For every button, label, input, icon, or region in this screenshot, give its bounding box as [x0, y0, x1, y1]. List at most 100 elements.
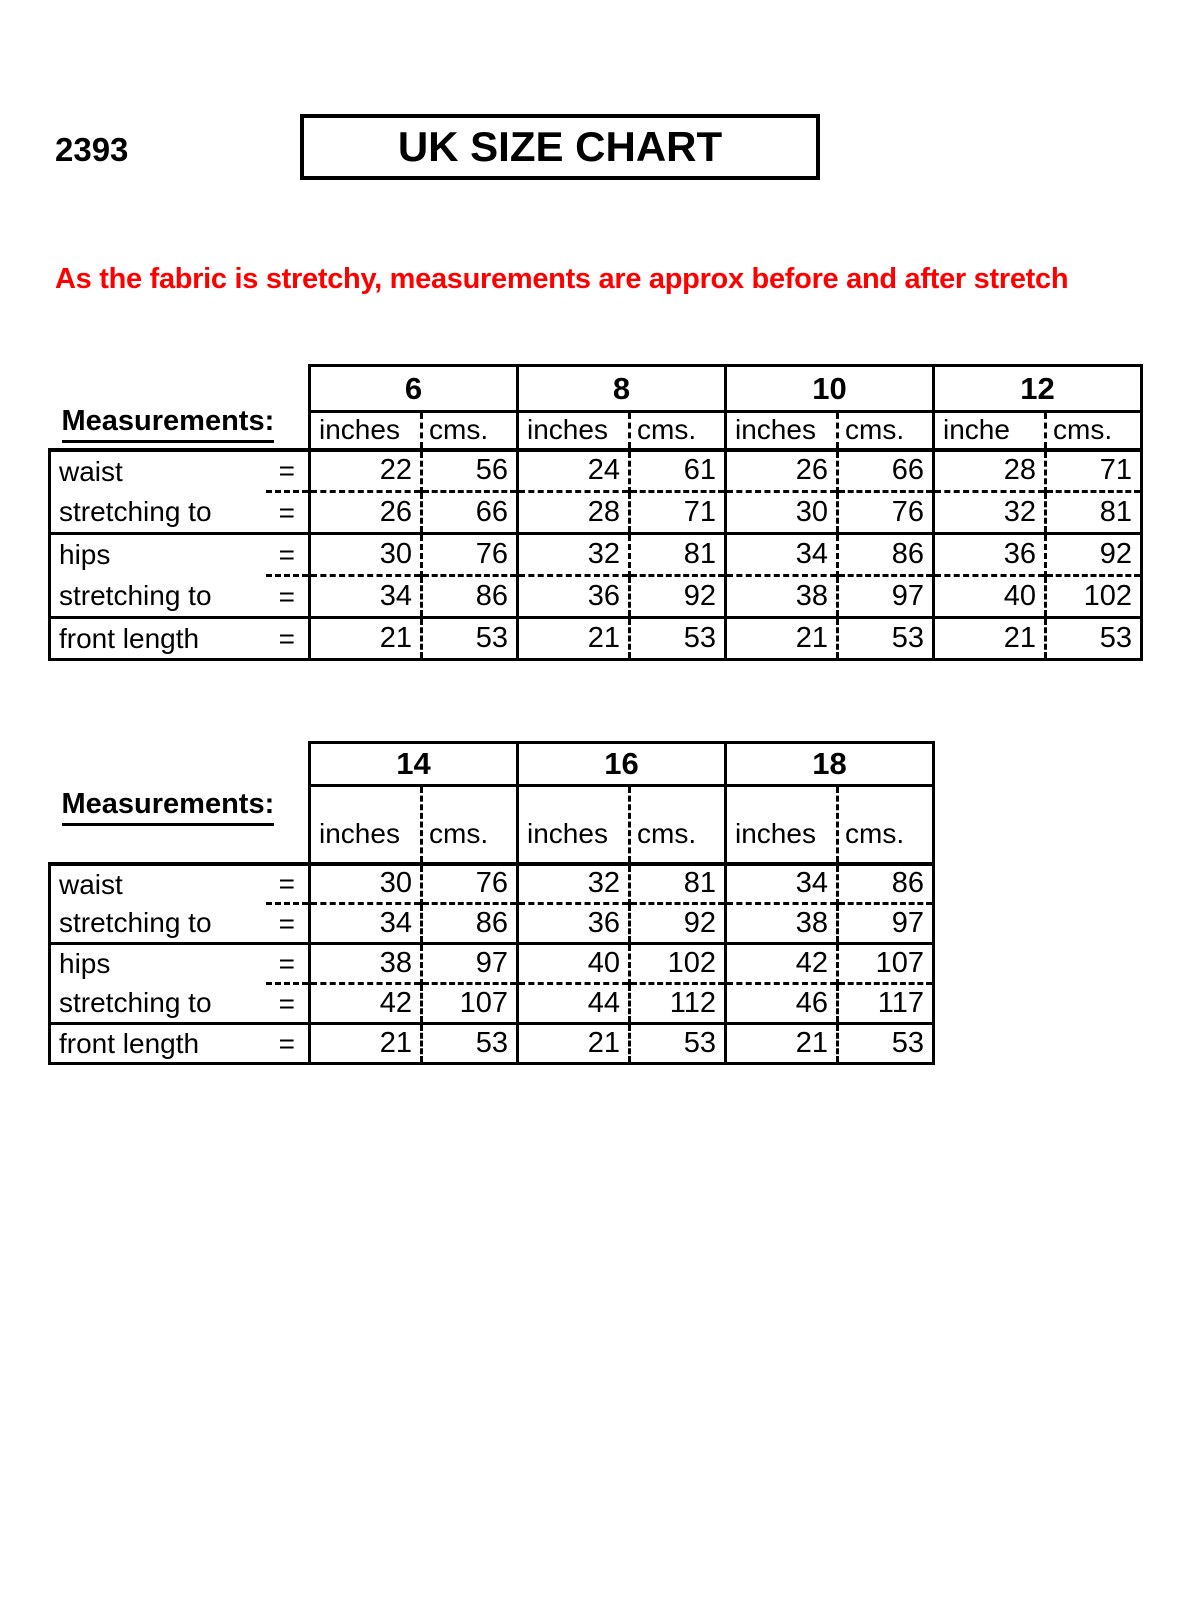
value-cms: 71 [1045, 447, 1143, 492]
value-cms: 81 [629, 861, 727, 904]
value-cms: 53 [837, 616, 935, 661]
value-cms: 107 [837, 942, 935, 984]
row-label-front-length: front length [48, 616, 266, 661]
size-header-8: 8 [516, 364, 727, 413]
equals-sign: = [265, 574, 310, 618]
value-cms: 76 [421, 861, 519, 904]
value-inches: 21 [516, 1022, 631, 1065]
uk-size-table-6-12: Measurements: 6 8 10 12 inches cms. inch… [48, 364, 1143, 661]
value-inches: 38 [308, 942, 423, 984]
value-inches: 28 [932, 447, 1047, 492]
unit-header-inches: inches [516, 784, 631, 866]
row-label-stretching-to: stretching to [48, 491, 266, 534]
value-inches: 22 [308, 447, 423, 492]
value-inches: 34 [724, 532, 839, 576]
value-cms: 53 [629, 616, 727, 661]
value-cms: 76 [421, 532, 519, 576]
value-cms: 53 [837, 1022, 935, 1065]
value-inches: 21 [308, 616, 423, 661]
value-cms: 86 [837, 861, 935, 904]
value-cms: 61 [629, 447, 727, 492]
row-label-waist: waist [48, 861, 266, 904]
value-cms: 92 [629, 902, 727, 944]
equals-sign: = [265, 942, 310, 984]
unit-header-inches: inches [308, 410, 423, 452]
value-cms: 66 [421, 490, 519, 534]
uk-size-table-14-18: Measurements: 14 16 18 inches cms. inche… [48, 741, 935, 1065]
value-inches: 44 [516, 982, 631, 1024]
value-inches: 21 [308, 1022, 423, 1065]
value-inches: 32 [932, 490, 1047, 534]
value-inches: 40 [932, 574, 1047, 618]
value-inches: 36 [932, 532, 1047, 576]
equals-sign: = [265, 902, 310, 944]
equals-sign: = [265, 490, 310, 534]
value-cms: 97 [837, 902, 935, 944]
value-cms: 102 [1045, 574, 1143, 618]
row-label-stretching-to: stretching to [48, 575, 266, 618]
value-inches: 30 [308, 861, 423, 904]
unit-header-inches: inches [308, 784, 423, 866]
size-header-6: 6 [308, 364, 519, 413]
value-inches: 24 [516, 447, 631, 492]
value-inches: 32 [516, 861, 631, 904]
equals-sign: = [265, 1022, 310, 1065]
row-label-stretching-to: stretching to [48, 903, 266, 944]
size-header-16: 16 [516, 741, 727, 787]
equals-sign: = [265, 616, 310, 661]
row-label-front-length: front length [48, 1022, 266, 1065]
value-inches: 38 [724, 902, 839, 944]
size-header-14: 14 [308, 741, 519, 787]
value-inches: 46 [724, 982, 839, 1024]
value-cms: 112 [629, 982, 727, 1024]
unit-header-cms: cms. [837, 784, 935, 866]
row-label-stretching-to: stretching to [48, 983, 266, 1024]
value-inches: 30 [724, 490, 839, 534]
page-title: UK SIZE CHART [397, 123, 723, 170]
value-cms: 92 [629, 574, 727, 618]
measurements-label: Measurements: [61, 788, 275, 826]
unit-header-inches: inches [724, 784, 839, 866]
equals-sign: = [265, 861, 310, 904]
value-inches: 21 [724, 616, 839, 661]
size-header-18: 18 [724, 741, 935, 787]
value-inches: 40 [516, 942, 631, 984]
value-inches: 42 [724, 942, 839, 984]
value-inches: 36 [516, 574, 631, 618]
size-header-12: 12 [932, 364, 1143, 413]
value-cms: 97 [837, 574, 935, 618]
item-number: 2393 [55, 131, 129, 168]
value-cms: 86 [837, 532, 935, 576]
stretch-note: As the fabric is stretchy, measurements … [55, 263, 1069, 295]
value-cms: 71 [629, 490, 727, 534]
title-box: UK SIZE CHART [300, 114, 820, 180]
measurements-label-cell: Measurements: [50, 743, 310, 864]
value-cms: 102 [629, 942, 727, 984]
value-cms: 86 [421, 574, 519, 618]
equals-sign: = [265, 532, 310, 576]
value-cms: 53 [1045, 616, 1143, 661]
value-inches: 34 [724, 861, 839, 904]
value-inches: 38 [724, 574, 839, 618]
value-cms: 66 [837, 447, 935, 492]
value-cms: 117 [837, 982, 935, 1024]
unit-header-cms: cms. [629, 410, 727, 452]
row-label-hips: hips [48, 942, 266, 984]
value-cms: 53 [421, 616, 519, 661]
value-inches: 21 [724, 1022, 839, 1065]
size-header-10: 10 [724, 364, 935, 413]
row-label-hips: hips [48, 532, 266, 576]
value-inches: 21 [516, 616, 631, 661]
value-cms: 86 [421, 902, 519, 944]
row-label-waist: waist [48, 447, 266, 492]
value-cms: 92 [1045, 532, 1143, 576]
value-inches: 32 [516, 532, 631, 576]
value-inches: 26 [308, 490, 423, 534]
unit-header-cms: cms. [629, 784, 727, 866]
value-cms: 81 [629, 532, 727, 576]
equals-sign: = [265, 447, 310, 492]
value-inches: 26 [724, 447, 839, 492]
unit-header-inches: inche [932, 410, 1047, 452]
value-inches: 28 [516, 490, 631, 534]
unit-header-cms: cms. [421, 410, 519, 452]
